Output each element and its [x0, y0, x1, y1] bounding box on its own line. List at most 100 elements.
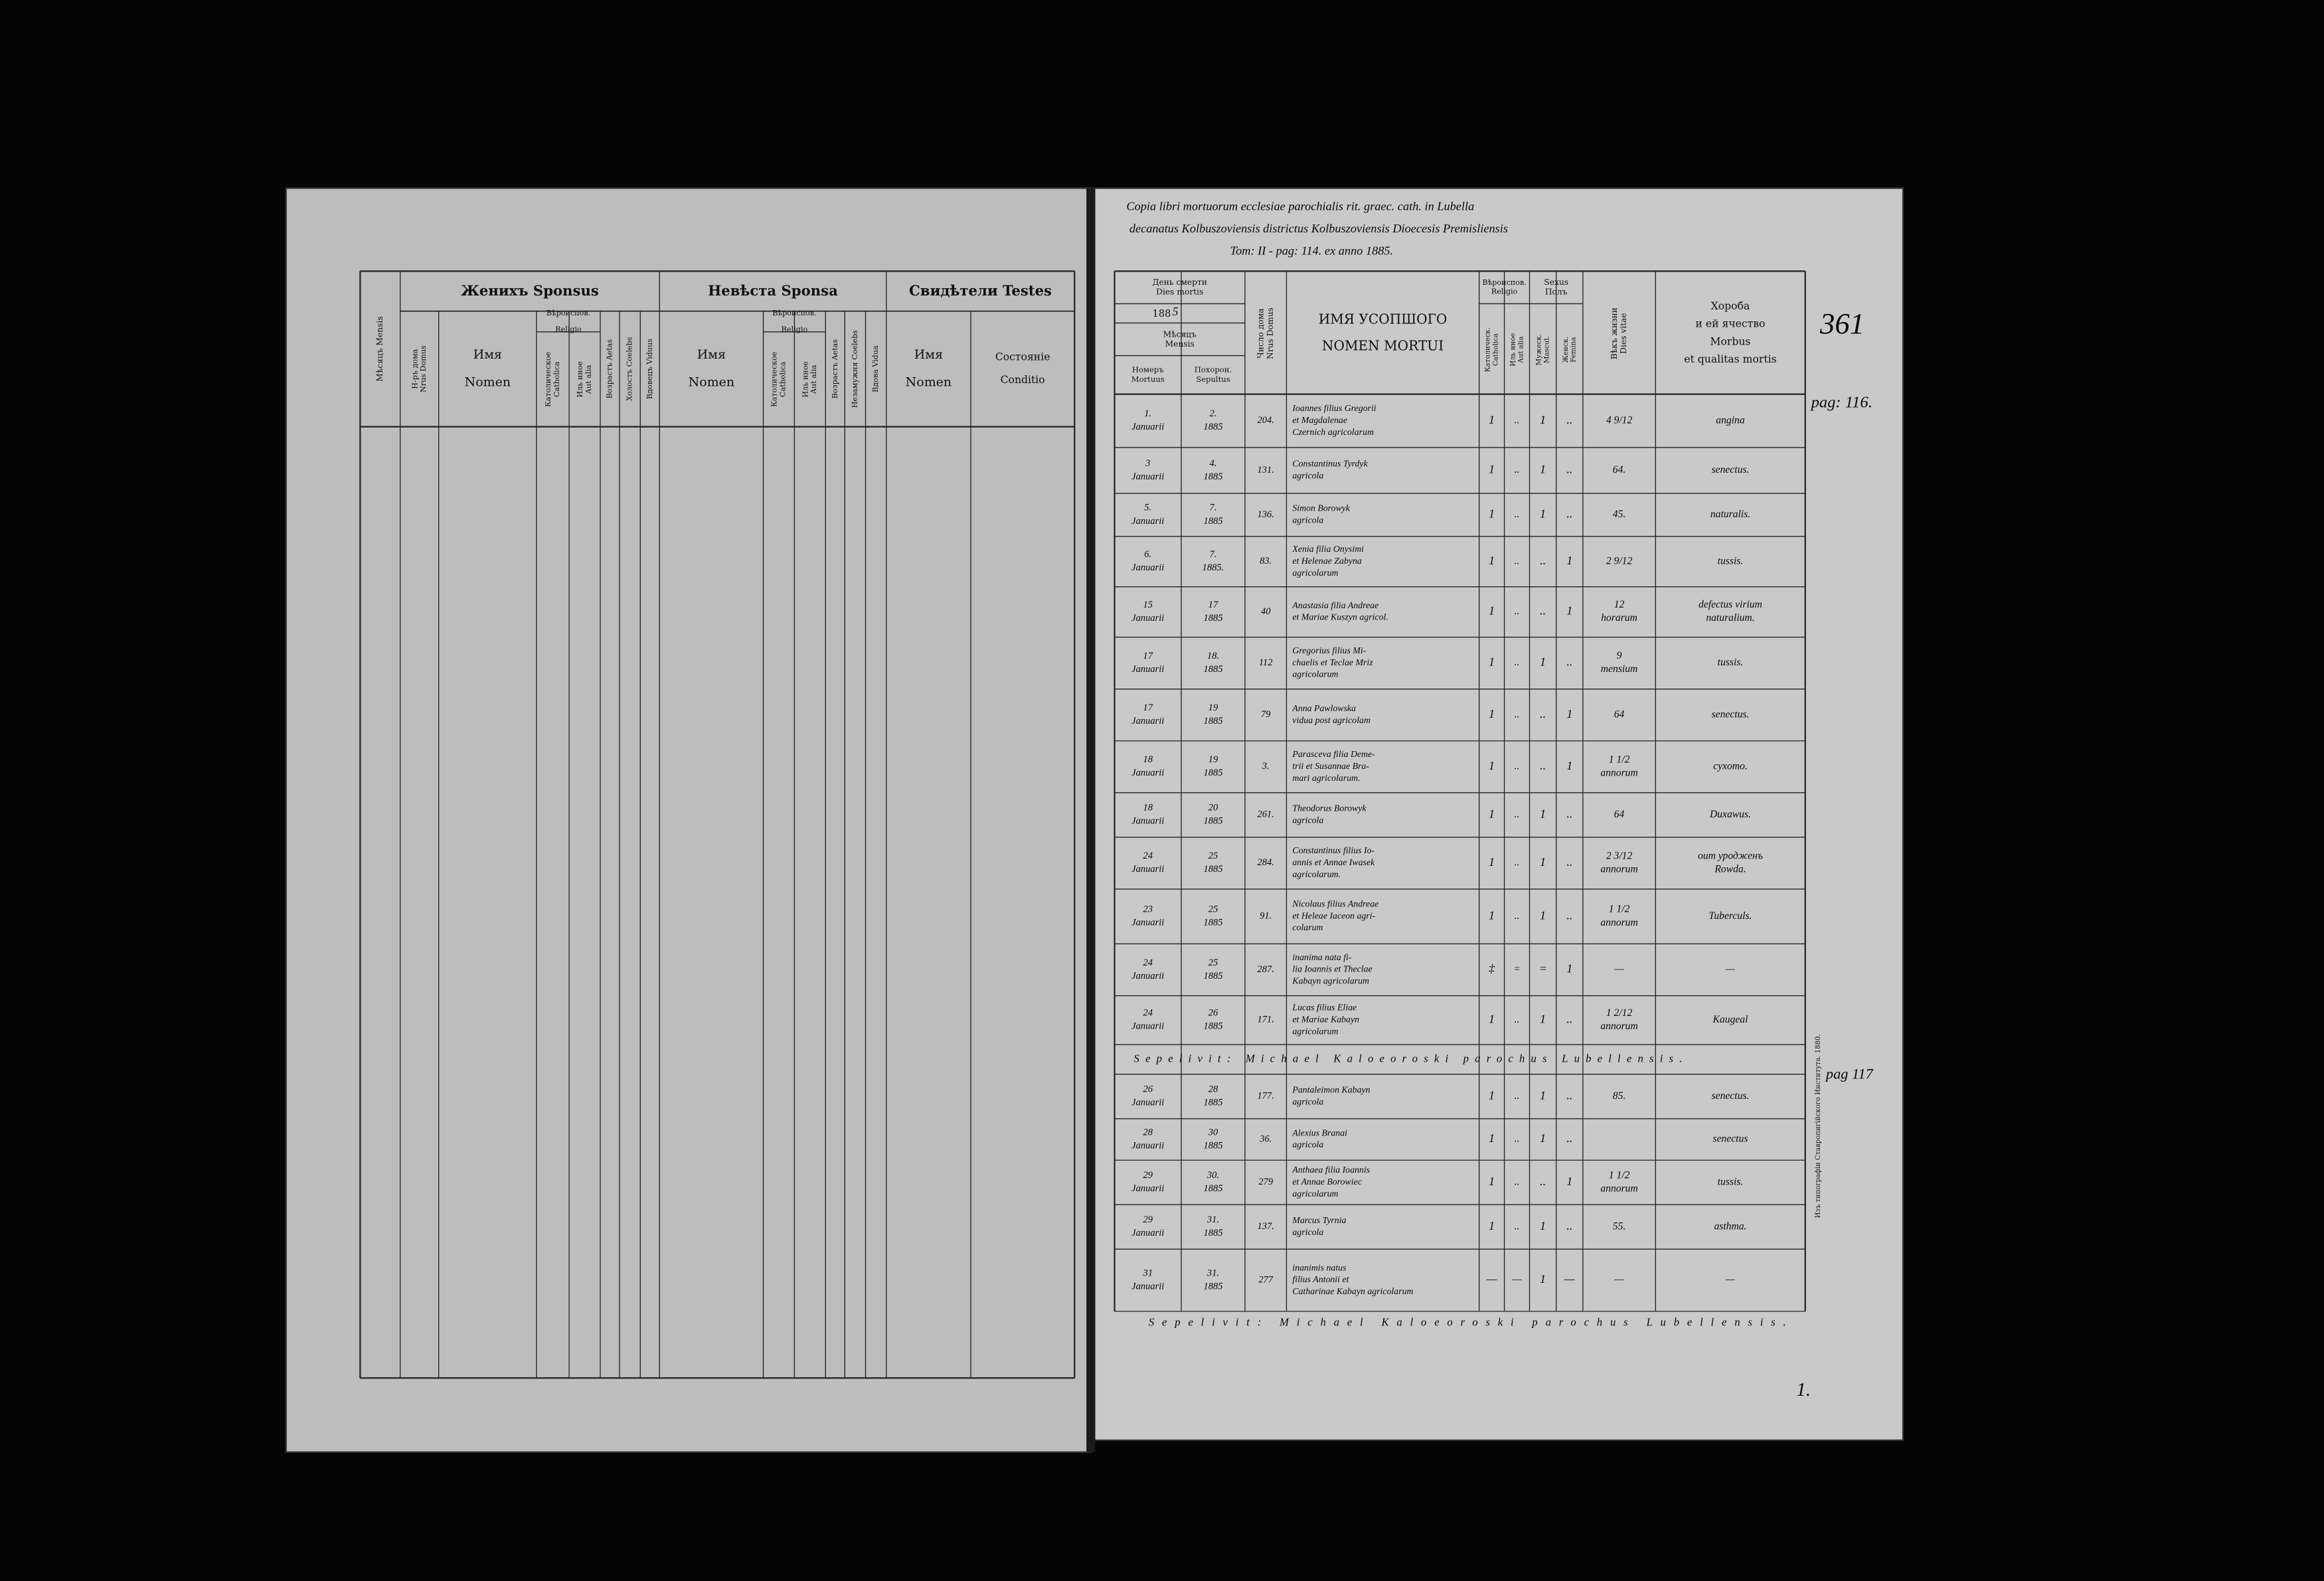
cell-morbus: senectus.	[1712, 1090, 1750, 1102]
cell-morbus: Kaugeal	[1712, 1014, 1748, 1025]
cell-morbus: tussis.	[1718, 657, 1744, 668]
column-header: Sepultus	[1196, 374, 1230, 384]
column-header: Иль иное	[576, 361, 584, 398]
column-header: Иль иное	[801, 361, 809, 398]
cell-death: 3	[1145, 458, 1150, 469]
column-header: Morbus	[1710, 335, 1751, 347]
cell-alia: ..	[1515, 708, 1520, 720]
column-header: Conditio	[1001, 374, 1045, 386]
name-line: Ioannes filius Gregorii	[1291, 403, 1376, 413]
cell-burial: 1885	[1203, 664, 1222, 675]
cell-death: Januarii	[1131, 1021, 1164, 1032]
cell-burial: 1885.	[1203, 562, 1224, 573]
cell-fem: 1	[1566, 707, 1572, 720]
cell-death: 17	[1143, 651, 1153, 661]
cell-cath: 1	[1489, 855, 1495, 869]
cell-morbus: tussis.	[1718, 1176, 1744, 1187]
cell-domus: 284.	[1258, 857, 1274, 868]
column-header: Вѣроиспов.	[546, 309, 590, 317]
cell-burial: 1885	[1203, 1228, 1222, 1238]
column-header: Religio	[1491, 288, 1518, 296]
name-line: agricola	[1292, 471, 1323, 481]
column-header: Вѣроиспов.	[1482, 278, 1526, 287]
column-header: День смерти	[1153, 278, 1207, 287]
cell-fem: 1	[1566, 759, 1572, 772]
cell-fem: ..	[1566, 413, 1572, 426]
cell-masc: ..	[1540, 707, 1546, 720]
cell-burial: 1885	[1203, 1183, 1222, 1194]
name-line: et Heleae Iaceon agri-	[1292, 910, 1375, 920]
cell-alia: ..	[1515, 910, 1520, 922]
cell-death: 17	[1143, 703, 1153, 713]
column-header: Sexus	[1544, 278, 1568, 287]
name-line: et Mariae Kuszyn agricol.	[1292, 612, 1388, 622]
cell-masc: 1	[1540, 655, 1546, 669]
cell-morbus: Duxawus.	[1709, 809, 1751, 820]
cell-fem: —	[1564, 1272, 1575, 1286]
column-header: ИМЯ УСОПШОГО	[1319, 311, 1448, 327]
cell-death: Januarii	[1131, 1228, 1164, 1238]
cell-alia: ..	[1515, 1090, 1520, 1102]
cell-burial: 1885	[1203, 716, 1222, 726]
cell-burial: 17	[1208, 600, 1218, 610]
cell-fem: 1	[1566, 604, 1572, 618]
column-header: Вѣкъ жизни	[1610, 307, 1619, 359]
cell-age: 1 1/2	[1609, 904, 1630, 915]
column-header: Aut alia	[809, 365, 818, 394]
cell-domus: 112	[1259, 657, 1273, 668]
cell-morbus: —	[1725, 963, 1735, 975]
name-line: agricola	[1292, 1139, 1323, 1149]
cell-cath: 1	[1489, 807, 1495, 820]
column-header: NOMEN MORTUI	[1322, 338, 1444, 354]
year-written: 5	[1173, 305, 1179, 318]
cell-death: 29	[1143, 1214, 1153, 1225]
column-header: Мужеск.	[1535, 334, 1543, 365]
cell-domus: 279	[1258, 1177, 1274, 1187]
cell-burial: 30	[1208, 1127, 1218, 1137]
column-header: Religio	[782, 325, 808, 334]
cell-burial: 2.	[1210, 408, 1217, 419]
column-header: Nomen	[689, 375, 734, 390]
cell-death: Januarii	[1131, 1098, 1164, 1108]
column-header: Nrus Domus	[1266, 307, 1275, 359]
cell-morbus: angina	[1716, 414, 1745, 426]
cell-death: Januarii	[1131, 1281, 1164, 1291]
cell-masc: ..	[1540, 604, 1546, 618]
cell-age: 1 1/2	[1609, 1169, 1630, 1181]
cell-cath: —	[1486, 1272, 1497, 1286]
name-line: Catharinae Kabayn agricolarum	[1292, 1286, 1413, 1296]
name-line: lia Ioannis et Theclae	[1292, 964, 1372, 974]
cell-burial: 1885	[1203, 1098, 1222, 1108]
cell-morbus: defectus virium	[1699, 599, 1762, 610]
column-header: Mensis	[1165, 339, 1195, 349]
cell-fem: 1	[1566, 1175, 1572, 1188]
column-header: Н-ръ дома	[410, 349, 419, 388]
cell-burial: 1885	[1203, 422, 1222, 432]
cell-death: Januarii	[1131, 471, 1164, 482]
cell-death: 29	[1143, 1170, 1153, 1181]
cell-masc: ..	[1540, 759, 1546, 772]
name-line: colarum	[1292, 922, 1323, 932]
column-header: Номеръ	[1132, 365, 1164, 374]
cell-death: 5.	[1144, 503, 1151, 513]
cell-domus: 40	[1261, 606, 1271, 617]
heading: decanatus Kolbuszoviensis districtus Kol…	[1129, 222, 1508, 235]
column-header: Возрастъ Aetas	[606, 339, 614, 399]
cell-burial: 1885	[1203, 918, 1222, 928]
cell-cath: 1	[1489, 908, 1495, 922]
cell-death: 24	[1143, 957, 1153, 968]
name-line: inanimis natus	[1292, 1262, 1346, 1272]
cell-masc: 1	[1540, 1219, 1546, 1232]
cell-burial: 31.	[1206, 1268, 1219, 1278]
column-header: Dies vitae	[1619, 313, 1628, 354]
cell-burial: 31.	[1206, 1214, 1219, 1225]
cell-domus: 79	[1261, 709, 1271, 720]
name-line: agricolarum	[1292, 669, 1338, 679]
name-line: Pantaleimon Kabayn	[1291, 1085, 1370, 1095]
cell-cath: ‡	[1489, 962, 1495, 975]
cell-death: 24	[1143, 851, 1153, 861]
column-header: Католическ.	[1484, 327, 1492, 372]
name-line: filius Antonii et	[1292, 1274, 1349, 1284]
cell-morbus: naturalis.	[1710, 509, 1750, 520]
